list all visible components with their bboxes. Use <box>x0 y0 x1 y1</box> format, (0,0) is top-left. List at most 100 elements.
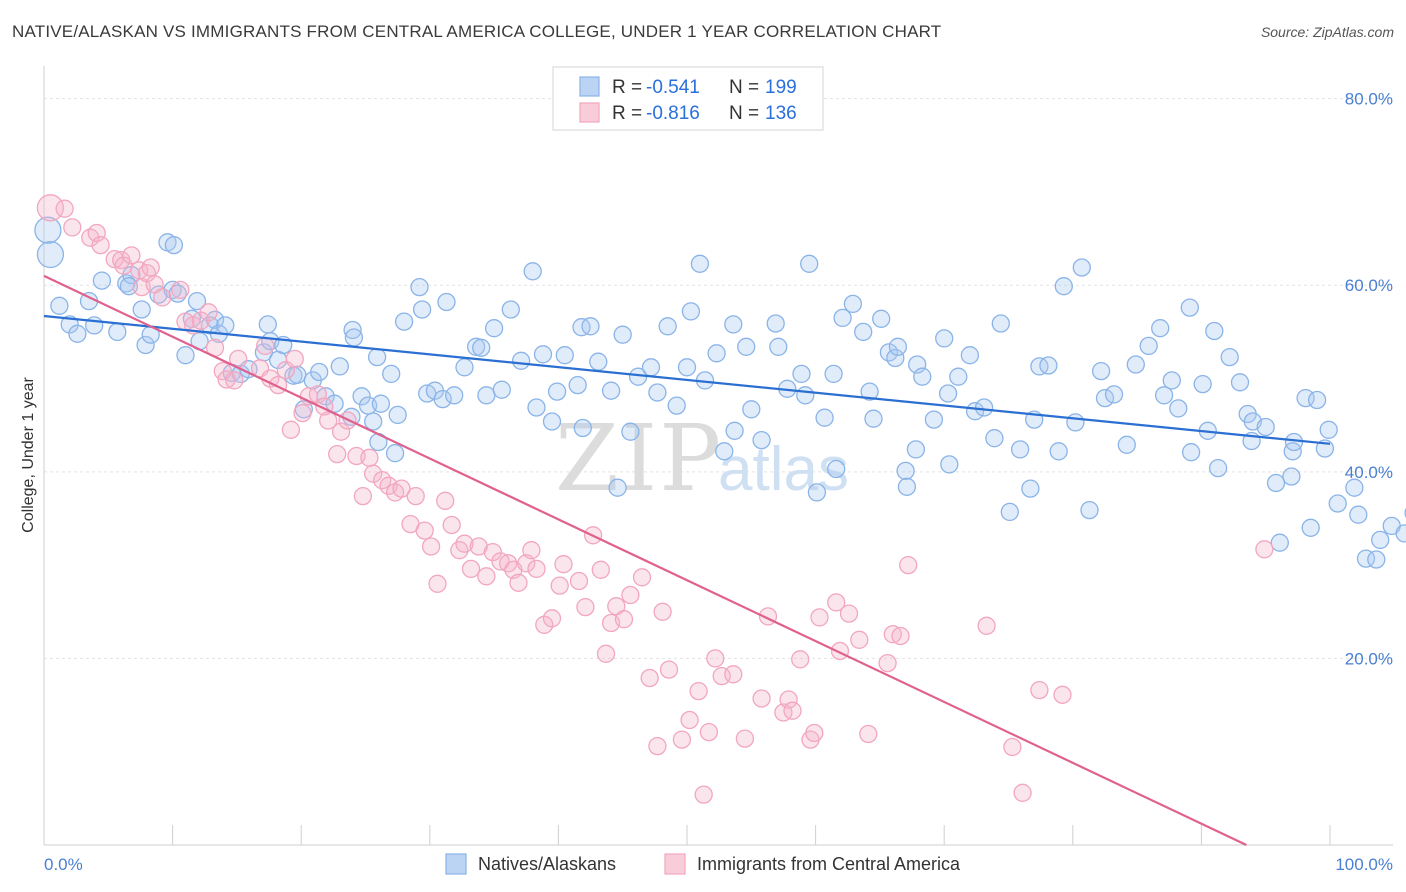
natives-point <box>724 315 743 334</box>
legend-r-label-2: R = <box>612 103 642 124</box>
immigrants-point <box>319 411 338 430</box>
legend-r-value-1: -0.541 <box>646 77 700 98</box>
natives-point <box>792 364 811 384</box>
legend: R = -0.541 N = 199 R = -0.816 N = 136 <box>552 66 824 131</box>
natives-point <box>1319 420 1338 439</box>
immigrants-point <box>694 785 713 804</box>
immigrants-point <box>153 288 172 307</box>
natives-point <box>1266 473 1286 493</box>
immigrants-point <box>436 491 455 510</box>
natives-point <box>608 478 627 497</box>
natives-point <box>343 320 362 340</box>
natives-point <box>1169 399 1188 418</box>
natives-point <box>501 300 520 319</box>
y-tick-80: 80.0% <box>1345 90 1393 109</box>
natives-trend-line <box>43 314 1331 445</box>
natives-point <box>1345 478 1364 497</box>
natives-point <box>974 398 994 417</box>
natives-point <box>1205 321 1224 341</box>
natives-point <box>410 277 429 297</box>
natives-point <box>1230 373 1250 392</box>
immigrants-point <box>810 608 829 627</box>
immigrants-point <box>455 534 474 553</box>
chart-title: NATIVE/ALASKAN VS IMMIGRANTS FROM CENTRA… <box>12 22 942 41</box>
natives-point <box>641 358 661 377</box>
natives-point <box>1284 432 1304 452</box>
natives-point <box>888 337 908 356</box>
natives-point <box>658 317 677 336</box>
legend-n-label-2: N = <box>729 103 759 124</box>
natives-point <box>472 338 491 357</box>
natives-point <box>1000 502 1019 522</box>
natives-point <box>677 358 697 377</box>
series-immigrants-points <box>36 194 1274 804</box>
natives-point <box>1349 505 1368 524</box>
natives-point <box>1039 356 1058 375</box>
natives-point <box>542 412 562 431</box>
immigrants-point <box>791 650 810 669</box>
natives-point <box>187 291 207 311</box>
natives-point <box>681 302 701 321</box>
natives-point <box>1180 298 1199 317</box>
natives-point <box>92 271 112 290</box>
natives-point <box>896 461 915 481</box>
immigrants-point <box>428 574 447 593</box>
legend-n-value-1: 199 <box>765 77 797 98</box>
natives-point <box>864 409 883 428</box>
natives-point <box>960 346 980 365</box>
natives-point <box>492 380 511 399</box>
natives-point <box>176 346 195 365</box>
natives-point <box>1021 479 1040 498</box>
immigrants-point <box>689 681 708 701</box>
legend-r-value-2: -0.816 <box>646 103 700 124</box>
natives-point <box>455 358 474 377</box>
immigrants-point <box>672 730 692 749</box>
natives-point <box>589 352 608 371</box>
natives-point <box>991 314 1010 333</box>
immigrants-point <box>724 665 743 684</box>
x-tick-min: 0.0% <box>44 855 83 874</box>
natives-point <box>886 348 905 368</box>
series-natives-points <box>34 216 1406 569</box>
immigrants-point <box>699 722 719 742</box>
natives-point <box>807 483 827 502</box>
natives-point <box>1104 385 1124 404</box>
natives-point <box>935 329 954 348</box>
natives-point <box>707 344 726 363</box>
series-legend-swatch-natives <box>445 853 467 875</box>
natives-point <box>527 398 546 417</box>
natives-point <box>824 364 843 384</box>
natives-point <box>394 312 414 331</box>
natives-point <box>965 402 985 421</box>
natives-point <box>1151 319 1170 338</box>
natives-point <box>1270 533 1289 552</box>
immigrants-point <box>328 444 347 464</box>
immigrants-point <box>461 559 481 579</box>
immigrants-point <box>899 555 918 575</box>
natives-point <box>388 405 407 425</box>
immigrants-point <box>827 593 846 612</box>
natives-point <box>437 292 456 312</box>
natives-point <box>68 324 87 343</box>
natives-point <box>833 308 852 328</box>
immigrants-point <box>477 567 496 586</box>
natives-point <box>1220 347 1239 367</box>
immigrants-point <box>653 602 672 621</box>
natives-point <box>1095 388 1115 408</box>
immigrants-point <box>632 568 652 587</box>
immigrants-point <box>569 571 589 591</box>
y-tick-labels: 20.0% 40.0% 60.0% 80.0% <box>1345 90 1393 669</box>
immigrants-point <box>442 515 461 535</box>
natives-point <box>36 240 65 269</box>
immigrants-point <box>171 280 190 300</box>
natives-point <box>1117 435 1136 454</box>
natives-point <box>1395 524 1406 543</box>
immigrants-point <box>550 576 569 595</box>
natives-point <box>484 319 504 338</box>
x-tick-max: 100.0% <box>1335 855 1393 874</box>
natives-point <box>330 357 349 376</box>
immigrants-point <box>712 666 731 686</box>
natives-point <box>601 381 621 400</box>
y-tick-60: 60.0% <box>1345 276 1393 295</box>
natives-point <box>573 418 592 438</box>
